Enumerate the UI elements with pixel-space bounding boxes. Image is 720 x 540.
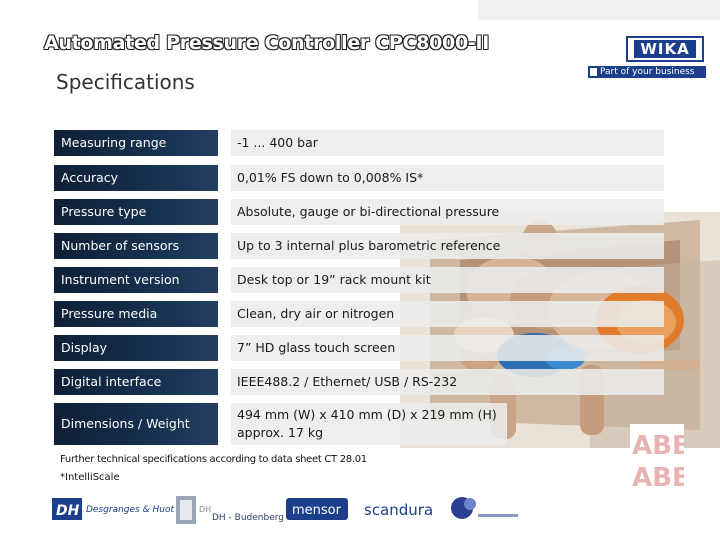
spec-label: Display	[54, 335, 218, 361]
spec-value: Desk top or 19” rack mount kit	[231, 267, 664, 293]
spec-label: Dimensions / Weight	[54, 403, 218, 445]
abb-logo: ABB ABB	[630, 424, 684, 494]
spec-label: Measuring range	[54, 130, 218, 156]
spec-row: Digital interface IEEE488.2 / Ethernet/ …	[54, 369, 666, 395]
partner-scandura-text: scandura	[364, 501, 433, 519]
partner-logo-other	[451, 497, 518, 519]
partner-logo-desgranges-huot: DH Desgranges & Huot	[52, 498, 174, 520]
spec-value: -1 ... 400 bar	[231, 130, 664, 156]
spec-value: 7” HD glass touch screen	[231, 335, 664, 361]
footnote-intelliscale: *IntelliScale	[60, 472, 120, 483]
top-decoration	[478, 0, 720, 20]
spec-row: Display 7” HD glass touch screen	[54, 335, 666, 361]
partner-desgranges-text: Desgranges & Huot	[86, 505, 174, 515]
spec-label: Pressure type	[54, 199, 218, 225]
spec-row: Number of sensors Up to 3 internal plus …	[54, 233, 666, 259]
spec-value: Absolute, gauge or bi-directional pressu…	[231, 199, 664, 225]
wika-logo: WIKA Part of your business	[588, 36, 706, 80]
spec-value: IEEE488.2 / Ethernet/ USB / RS-232	[231, 369, 664, 395]
spec-row: Instrument version Desk top or 19” rack …	[54, 267, 666, 293]
spec-value: 0,01% FS down to 0,008% IS*	[231, 165, 664, 191]
footnote-datasheet: Further technical specifications accordi…	[60, 454, 367, 465]
spec-value: 494 mm (W) x 410 mm (D) x 219 mm (H) app…	[231, 403, 507, 445]
partner-logo-scandura: scandura	[364, 501, 433, 519]
spec-label: Digital interface	[54, 369, 218, 395]
spec-value: Clean, dry air or nitrogen	[231, 301, 664, 327]
spec-label: Pressure media	[54, 301, 218, 327]
partner-dh-initials: DH	[199, 505, 211, 514]
spec-row: Pressure media Clean, dry air or nitroge…	[54, 301, 666, 327]
wika-tagline: Part of your business	[588, 66, 706, 78]
partner-desgranges-initials: DH	[56, 503, 80, 519]
partner-mensor-text: mensor	[292, 503, 342, 518]
spec-label: Number of sensors	[54, 233, 218, 259]
spec-row: Measuring range -1 ... 400 bar	[54, 130, 666, 156]
wika-logo-text: WIKA	[634, 40, 696, 58]
spec-label: Instrument version	[54, 267, 218, 293]
spec-value: Up to 3 internal plus barometric referen…	[231, 233, 664, 259]
spec-row: Accuracy 0,01% FS down to 0,008% IS*	[54, 165, 666, 191]
partner-dh-text: DH - Budenberg	[212, 513, 284, 523]
partner-logo-dh-budenberg: DH DH - Budenberg	[176, 496, 284, 524]
partner-logo-mensor: mensor	[286, 498, 348, 520]
abb-logo-text-2: ABB	[632, 463, 684, 493]
page-subtitle: Specifications	[56, 70, 195, 94]
spec-row: Dimensions / Weight 494 mm (W) x 410 mm …	[54, 403, 666, 445]
spec-label: Accuracy	[54, 165, 218, 191]
spec-row: Pressure type Absolute, gauge or bi-dire…	[54, 199, 666, 225]
abb-logo-text-1: ABB	[632, 431, 684, 461]
page-title: Automated Pressure Controller CPC8000-II	[44, 32, 490, 54]
wika-logo-box: WIKA	[626, 36, 704, 62]
partner-logos: DH Desgranges & Huot DH DH - Budenberg m…	[52, 496, 518, 524]
